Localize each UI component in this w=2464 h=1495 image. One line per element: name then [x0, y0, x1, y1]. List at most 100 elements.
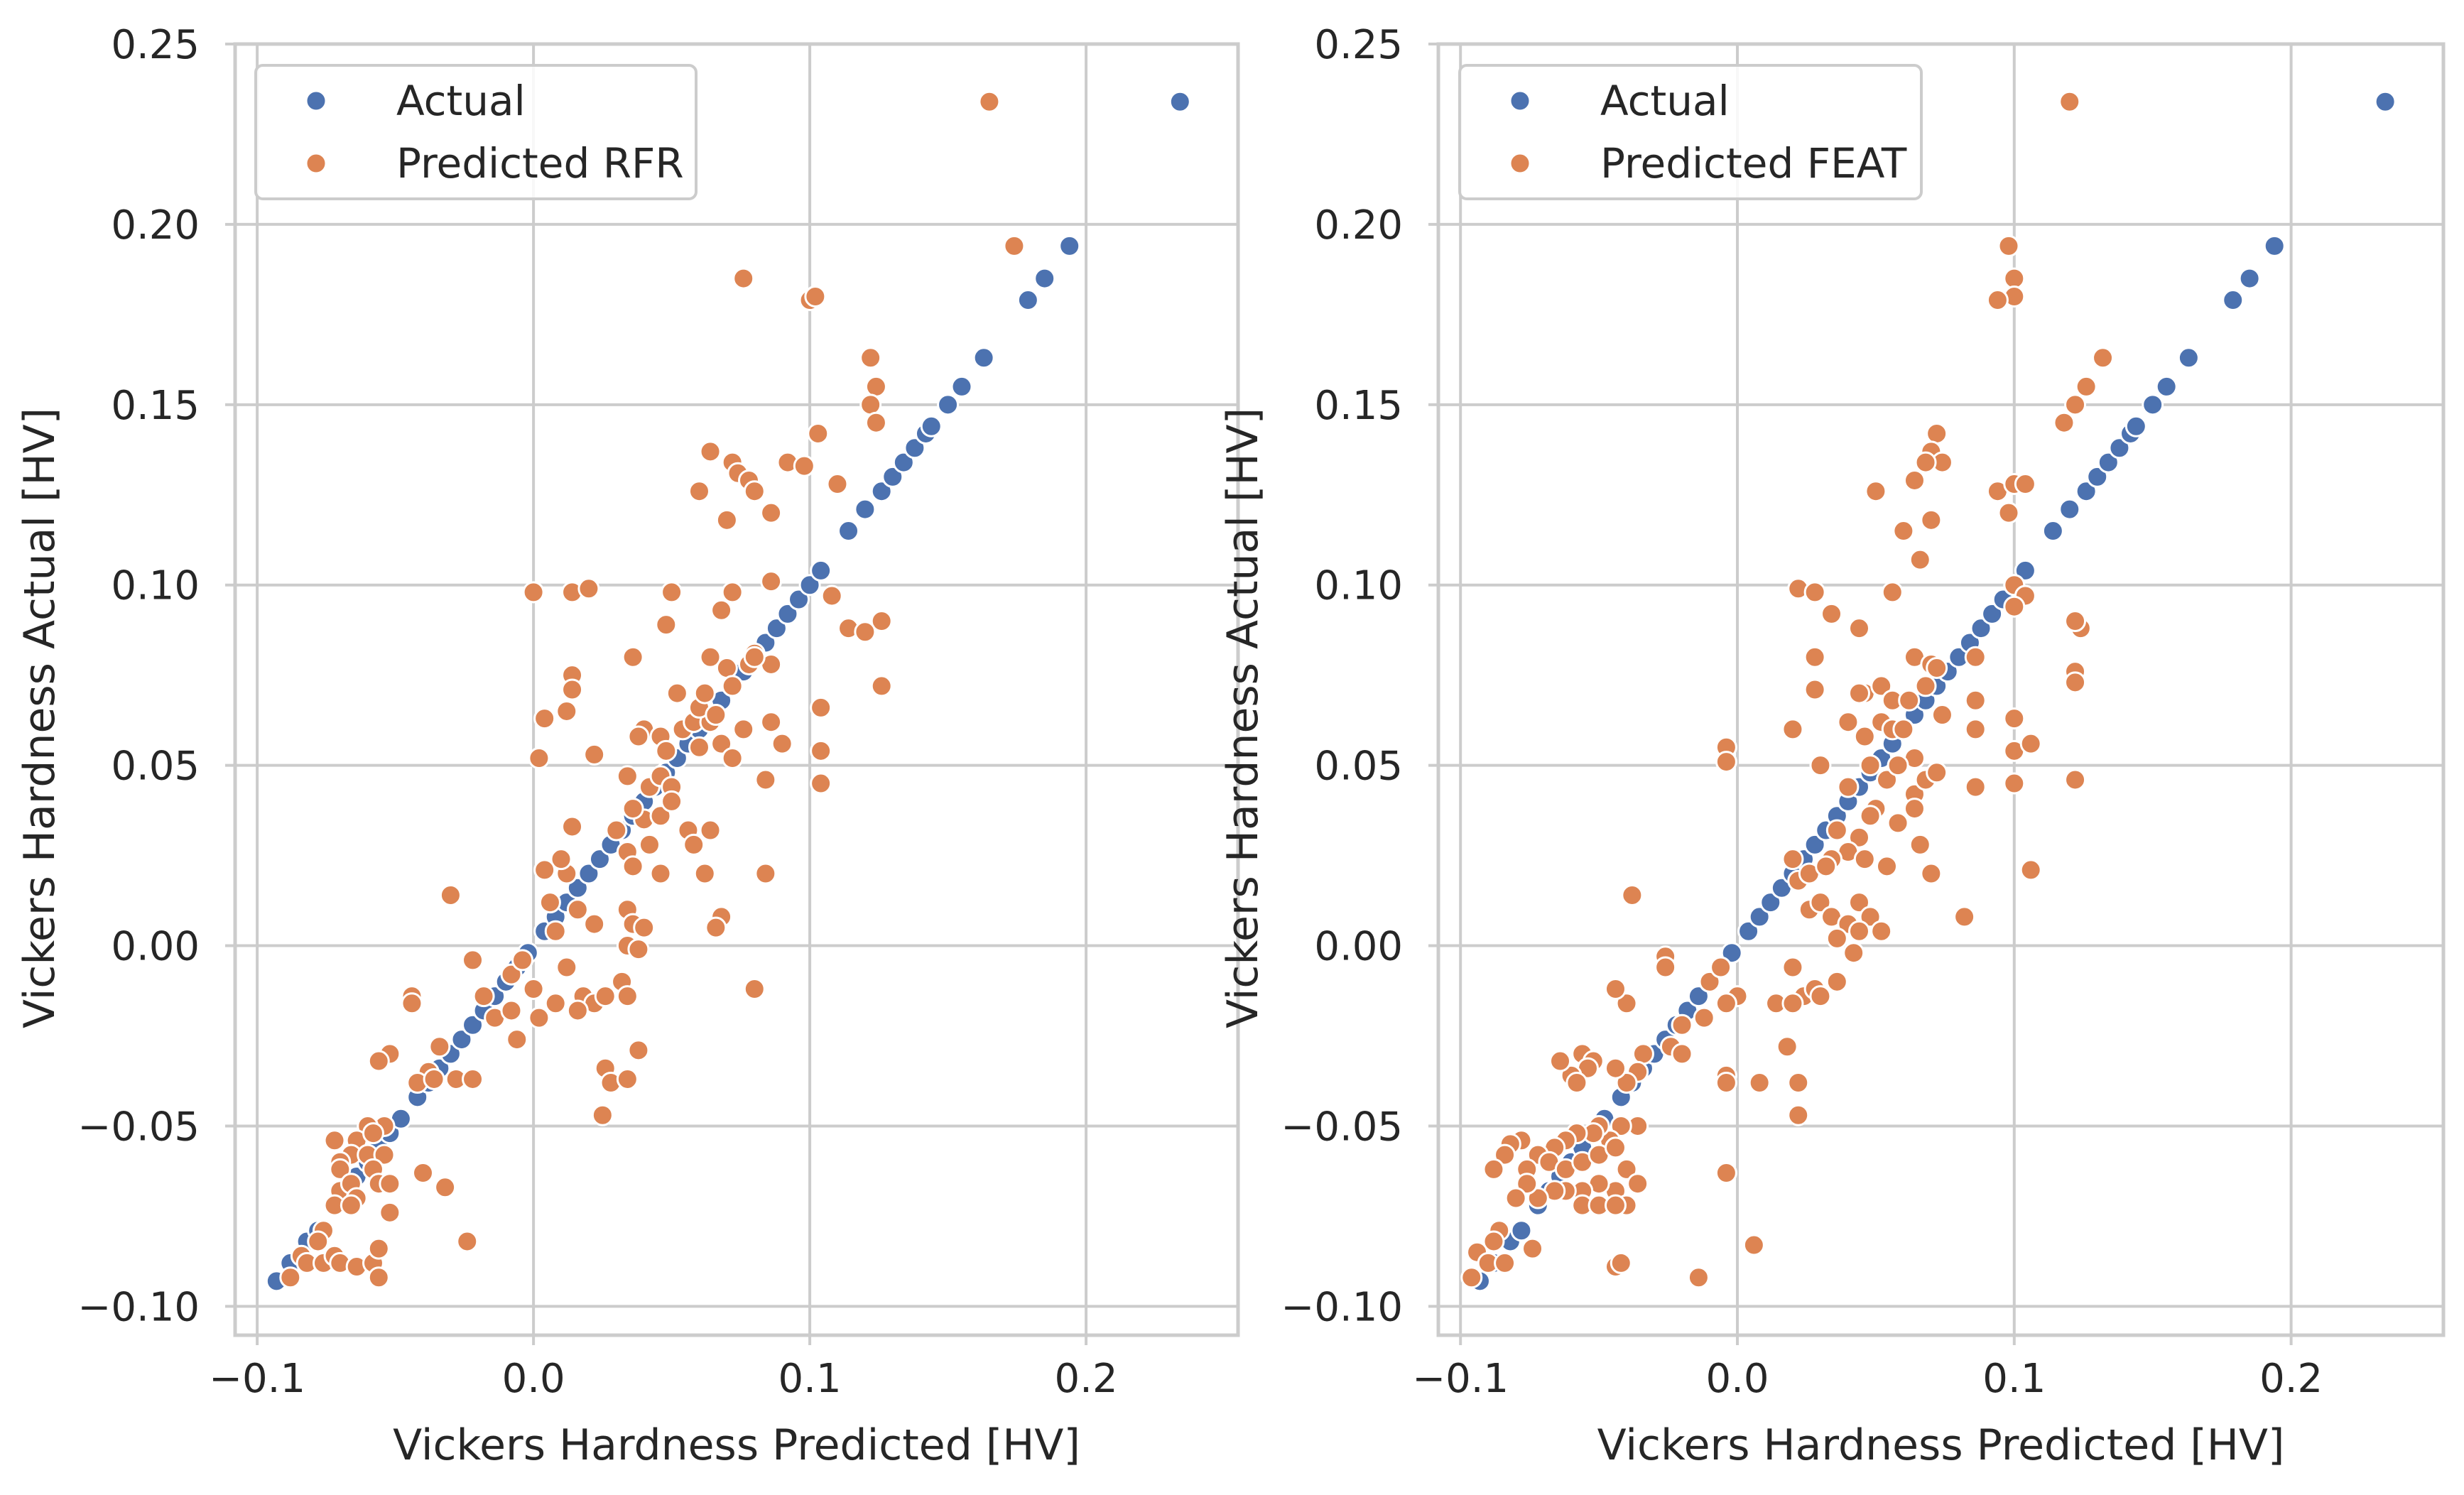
- x-tick-label: 0.0: [502, 1356, 565, 1402]
- data-point-predicted: [2003, 267, 2026, 290]
- data-point-predicted: [715, 657, 738, 680]
- legend-label-predicted: Predicted RFR: [396, 139, 684, 187]
- data-point-actual: [854, 498, 876, 521]
- legend-marker-actual: [1509, 89, 1531, 112]
- data-point-predicted: [1615, 1158, 1638, 1180]
- y-tick-label: 0.20: [111, 202, 200, 249]
- data-point-predicted: [566, 999, 589, 1022]
- data-point-predicted: [1898, 689, 1921, 712]
- data-point-predicted: [591, 1104, 614, 1126]
- data-point-predicted: [1825, 970, 1848, 993]
- data-point-predicted: [655, 739, 678, 762]
- data-point-predicted: [1809, 985, 1832, 1008]
- data-point-predicted: [1671, 1013, 1693, 1036]
- data-point-predicted: [710, 599, 733, 621]
- data-point-predicted: [699, 819, 722, 842]
- data-point-actual: [1759, 891, 1782, 914]
- data-point-predicted: [1820, 602, 1843, 625]
- data-point-predicted: [1482, 1230, 1505, 1253]
- data-point-predicted: [401, 992, 423, 1015]
- x-tick-label: −0.1: [1412, 1356, 1509, 1402]
- data-point-predicted: [561, 815, 584, 838]
- data-point-predicted: [566, 898, 589, 921]
- data-point-predicted: [810, 772, 832, 795]
- data-point-predicted: [760, 570, 783, 593]
- data-point-predicted: [715, 509, 738, 531]
- data-point-predicted: [710, 732, 733, 755]
- data-point-predicted: [1848, 826, 1871, 849]
- data-point-predicted: [699, 440, 722, 463]
- data-point-predicted: [666, 682, 688, 705]
- data-point-predicted: [1809, 891, 1832, 914]
- data-point-predicted: [2019, 732, 2042, 755]
- data-point-predicted: [743, 977, 766, 1000]
- data-point-predicted: [1815, 855, 1838, 878]
- data-point-predicted: [1803, 678, 1826, 701]
- data-point-predicted: [1521, 1237, 1544, 1260]
- data-point-actual: [2155, 375, 2178, 398]
- data-point-actual: [462, 1013, 484, 1036]
- axes-frame: [1436, 42, 2446, 1337]
- data-point-predicted: [616, 985, 639, 1008]
- data-point-predicted: [379, 1173, 401, 1195]
- data-point-predicted: [1848, 891, 1871, 914]
- data-point-predicted: [462, 949, 484, 972]
- legend: Actual Predicted RFR: [254, 64, 698, 200]
- data-point-predicted: [522, 581, 545, 604]
- y-tick-label: −0.10: [77, 1284, 200, 1330]
- data-point-predicted: [804, 285, 827, 308]
- data-point-predicted: [1837, 711, 1860, 734]
- data-point-predicted: [854, 621, 876, 643]
- data-point-predicted: [379, 1201, 401, 1224]
- data-point-predicted: [732, 718, 755, 741]
- data-point-predicted: [1875, 855, 1898, 878]
- data-point-predicted: [1781, 718, 1804, 741]
- data-point-predicted: [1837, 776, 1860, 798]
- data-point-predicted: [1715, 1072, 1737, 1094]
- data-point-predicted: [1748, 1072, 1771, 1094]
- data-point-actual: [810, 559, 832, 582]
- x-axis-label: Vickers Hardness Predicted [HV]: [393, 1420, 1080, 1470]
- data-point-predicted: [870, 610, 893, 633]
- data-point-predicted: [1881, 581, 1904, 604]
- data-point-predicted: [1632, 1043, 1654, 1065]
- x-tick-label: −0.1: [209, 1356, 305, 1402]
- data-point-predicted: [638, 833, 661, 856]
- data-point-predicted: [633, 916, 656, 939]
- data-point-predicted: [859, 347, 882, 369]
- data-point-predicted: [1504, 1187, 1527, 1209]
- data-point-predicted: [1853, 725, 1876, 748]
- data-point-predicted: [1914, 675, 1937, 697]
- data-point-actual: [920, 415, 943, 437]
- data-point-actual: [2097, 451, 2120, 474]
- y-tick-label: 0.15: [111, 383, 200, 429]
- data-point-predicted: [2003, 595, 2026, 618]
- data-point-predicted: [649, 862, 672, 885]
- data-point-actual: [870, 480, 893, 503]
- data-point-predicted: [1870, 920, 1893, 942]
- data-point-predicted: [1715, 992, 1737, 1015]
- data-point-predicted: [859, 393, 882, 416]
- data-point-actual: [1737, 920, 1760, 942]
- data-point-actual: [566, 876, 589, 899]
- data-point-actual: [2075, 480, 2097, 503]
- data-point-predicted: [688, 736, 710, 759]
- data-point-predicted: [743, 646, 766, 668]
- data-point-predicted: [1604, 1136, 1627, 1159]
- y-tick-label: 0.25: [1314, 22, 1403, 68]
- data-point-predicted: [1742, 1234, 1765, 1256]
- data-point-predicted: [1621, 884, 1644, 906]
- data-point-predicted: [2053, 411, 2075, 434]
- data-point-predicted: [555, 956, 578, 979]
- data-point-predicted: [627, 725, 650, 748]
- data-point-predicted: [1825, 819, 1848, 842]
- data-point-predicted: [705, 916, 727, 939]
- legend-label-actual: Actual: [1600, 77, 1730, 125]
- data-point-actual: [765, 617, 788, 640]
- data-point-predicted: [1887, 812, 1909, 835]
- data-point-actual: [1033, 267, 1056, 290]
- y-tick-label: 0.15: [1314, 383, 1403, 429]
- data-point-predicted: [2075, 375, 2097, 398]
- data-point-predicted: [2058, 90, 2081, 113]
